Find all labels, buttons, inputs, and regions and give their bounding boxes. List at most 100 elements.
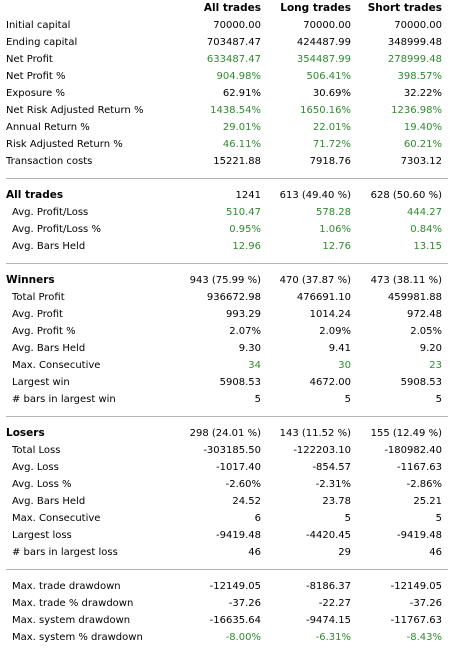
- cell-value-long: -854.57: [312, 462, 351, 473]
- losers-row: Avg. Loss -1017.40 -854.57 -1167.63: [6, 459, 448, 476]
- cell-value-short: 5: [435, 394, 442, 405]
- summary-row: Annual Return % 29.01% 22.01% 19.40%: [6, 119, 448, 136]
- cell-value-all: 46: [248, 547, 261, 558]
- row-label: # bars in largest loss: [12, 547, 118, 558]
- cell-value-long: 30: [338, 360, 351, 371]
- cell-value-short: -9419.48: [397, 530, 442, 541]
- cell-value-short: 278999.48: [387, 54, 442, 65]
- cell-value-long: -8186.37: [306, 581, 351, 592]
- cell-value-all: 633487.47: [206, 54, 261, 65]
- cell-value-all: 34: [248, 360, 261, 371]
- cell-value-short: -2.86%: [406, 479, 442, 490]
- drawdown-row: Max. system drawdown -16635.64 -9474.15 -11…: [6, 612, 448, 629]
- summary-row: Ending capital 703487.47 424487.99 348999.4…: [6, 34, 448, 51]
- cell-value-short: 9.20: [419, 343, 442, 354]
- losers-row: Avg. Bars Held 24.52 23.78 25.21: [6, 493, 448, 510]
- all-trades-row: Avg. Profit/Loss 510.47 578.28 444.27: [6, 204, 448, 221]
- section-count-short: 628 (50.60 %): [370, 190, 442, 201]
- winners-row: Avg. Bars Held 9.30 9.41 9.20: [6, 340, 448, 357]
- losers-row: Largest loss -9419.48 -4420.45 -9419.48: [6, 527, 448, 544]
- row-label: Total Profit: [12, 292, 65, 303]
- cell-value-short: 1236.98%: [391, 105, 442, 116]
- cell-value-short: 444.27: [407, 207, 442, 218]
- cell-value-short: 5: [435, 513, 442, 524]
- cell-value-short: 25.21: [413, 496, 442, 507]
- summary-row: Net Risk Adjusted Return % 1438.54% 1650.1…: [6, 102, 448, 119]
- section-header-row: Losers 298 (24.01 %) 143 (11.52 %) 155 (12.…: [6, 425, 448, 442]
- header-all-trades: All trades: [203, 2, 261, 14]
- cell-value-short: 972.48: [407, 309, 442, 320]
- losers-row: Total Loss -303185.50 -122203.10 -180982.40: [6, 442, 448, 459]
- losers-row: Max. Consecutive 6 5 5: [6, 510, 448, 527]
- drawdown-row: Max. trade % drawdown -37.26 -22.27 -37.26: [6, 595, 448, 612]
- row-label: Net Risk Adjusted Return %: [6, 105, 144, 116]
- cell-value-all: 6: [254, 513, 261, 524]
- winners-row: Largest win 5908.53 4672.00 5908.53: [6, 374, 448, 391]
- drawdown-row: Max. trade drawdown -12149.05 -8186.37 -121…: [6, 578, 448, 595]
- row-label: Avg. Profit: [12, 309, 63, 320]
- cell-value-long: 70000.00: [303, 20, 351, 31]
- row-label: Ending capital: [6, 37, 78, 48]
- cell-value-long: 23.78: [322, 496, 351, 507]
- winners-row: Max. Consecutive 34 30 23: [6, 357, 448, 374]
- section-divider: [6, 178, 448, 179]
- cell-value-short: 70000.00: [394, 20, 442, 31]
- summary-row: Net Profit % 904.98% 506.41% 398.57%: [6, 68, 448, 85]
- report-table: All trades Long trades Short trades Init…: [6, 0, 448, 646]
- cell-value-all: -2.60%: [225, 479, 261, 490]
- cell-value-all: 62.91%: [222, 88, 261, 99]
- cell-value-all: -12149.05: [209, 581, 261, 592]
- losers-row: Avg. Loss % -2.60% -2.31% -2.86%: [6, 476, 448, 493]
- cell-value-all: 70000.00: [213, 20, 261, 31]
- cell-value-long: 12.76: [322, 241, 351, 252]
- cell-value-long: 29: [338, 547, 351, 558]
- cell-value-long: 1650.16%: [300, 105, 351, 116]
- cell-value-all: -16635.64: [209, 615, 261, 626]
- summary-row: Risk Adjusted Return % 46.11% 71.72% 60.21%: [6, 136, 448, 153]
- section-divider: [6, 569, 448, 570]
- cell-value-all: 510.47: [226, 207, 261, 218]
- cell-value-long: 7918.76: [309, 156, 351, 167]
- cell-value-short: -12149.05: [390, 581, 442, 592]
- row-label: Risk Adjusted Return %: [6, 139, 123, 150]
- section-count-all: 1241: [235, 190, 261, 201]
- cell-value-all: 9.30: [238, 343, 261, 354]
- report-body: Initial capital 70000.00 70000.00 70000.00 E…: [6, 17, 448, 646]
- cell-value-all: 703487.47: [206, 37, 261, 48]
- cell-value-short: 0.84%: [410, 224, 442, 235]
- cell-value-all: -303185.50: [203, 445, 261, 456]
- section-count-long: 143 (11.52 %): [279, 428, 351, 439]
- cell-value-short: -37.26: [409, 598, 442, 609]
- row-label: # bars in largest win: [12, 394, 116, 405]
- cell-value-long: 1.06%: [319, 224, 351, 235]
- section-count-long: 613 (49.40 %): [279, 190, 351, 201]
- cell-value-all: 993.29: [226, 309, 261, 320]
- cell-value-long: 354487.99: [296, 54, 351, 65]
- row-label: Max. system drawdown: [12, 615, 131, 626]
- cell-value-long: 30.69%: [312, 88, 351, 99]
- all-trades-row: Avg. Profit/Loss % 0.95% 1.06% 0.84%: [6, 221, 448, 238]
- cell-value-all: 46.11%: [222, 139, 261, 150]
- section-header-row: Winners 943 (75.99 %) 470 (37.87 %) 473 (38…: [6, 272, 448, 289]
- row-label: Avg. Loss: [12, 462, 59, 473]
- row-label: Avg. Profit/Loss %: [12, 224, 101, 235]
- row-label: Max. Consecutive: [12, 513, 101, 524]
- header-blank: [6, 0, 168, 17]
- cell-value-short: -180982.40: [384, 445, 442, 456]
- row-label: Max. system % drawdown: [12, 632, 143, 643]
- cell-value-short: 5908.53: [400, 377, 442, 388]
- summary-row: Net Profit 633487.47 354487.99 278999.48: [6, 51, 448, 68]
- winners-row: # bars in largest win 5 5 5: [6, 391, 448, 408]
- row-label: Avg. Profit %: [12, 326, 76, 337]
- section-divider: [6, 416, 448, 417]
- cell-value-long: 22.01%: [312, 122, 351, 133]
- section-count-short: 155 (12.49 %): [370, 428, 442, 439]
- cell-value-short: 398.57%: [397, 71, 443, 82]
- cell-value-short: 32.22%: [403, 88, 442, 99]
- cell-value-long: 506.41%: [306, 71, 352, 82]
- cell-value-all: -9419.48: [216, 530, 261, 541]
- cell-value-long: -122203.10: [293, 445, 351, 456]
- row-label: Total Loss: [12, 445, 61, 456]
- row-label: Transaction costs: [6, 156, 93, 167]
- cell-value-long: 71.72%: [312, 139, 351, 150]
